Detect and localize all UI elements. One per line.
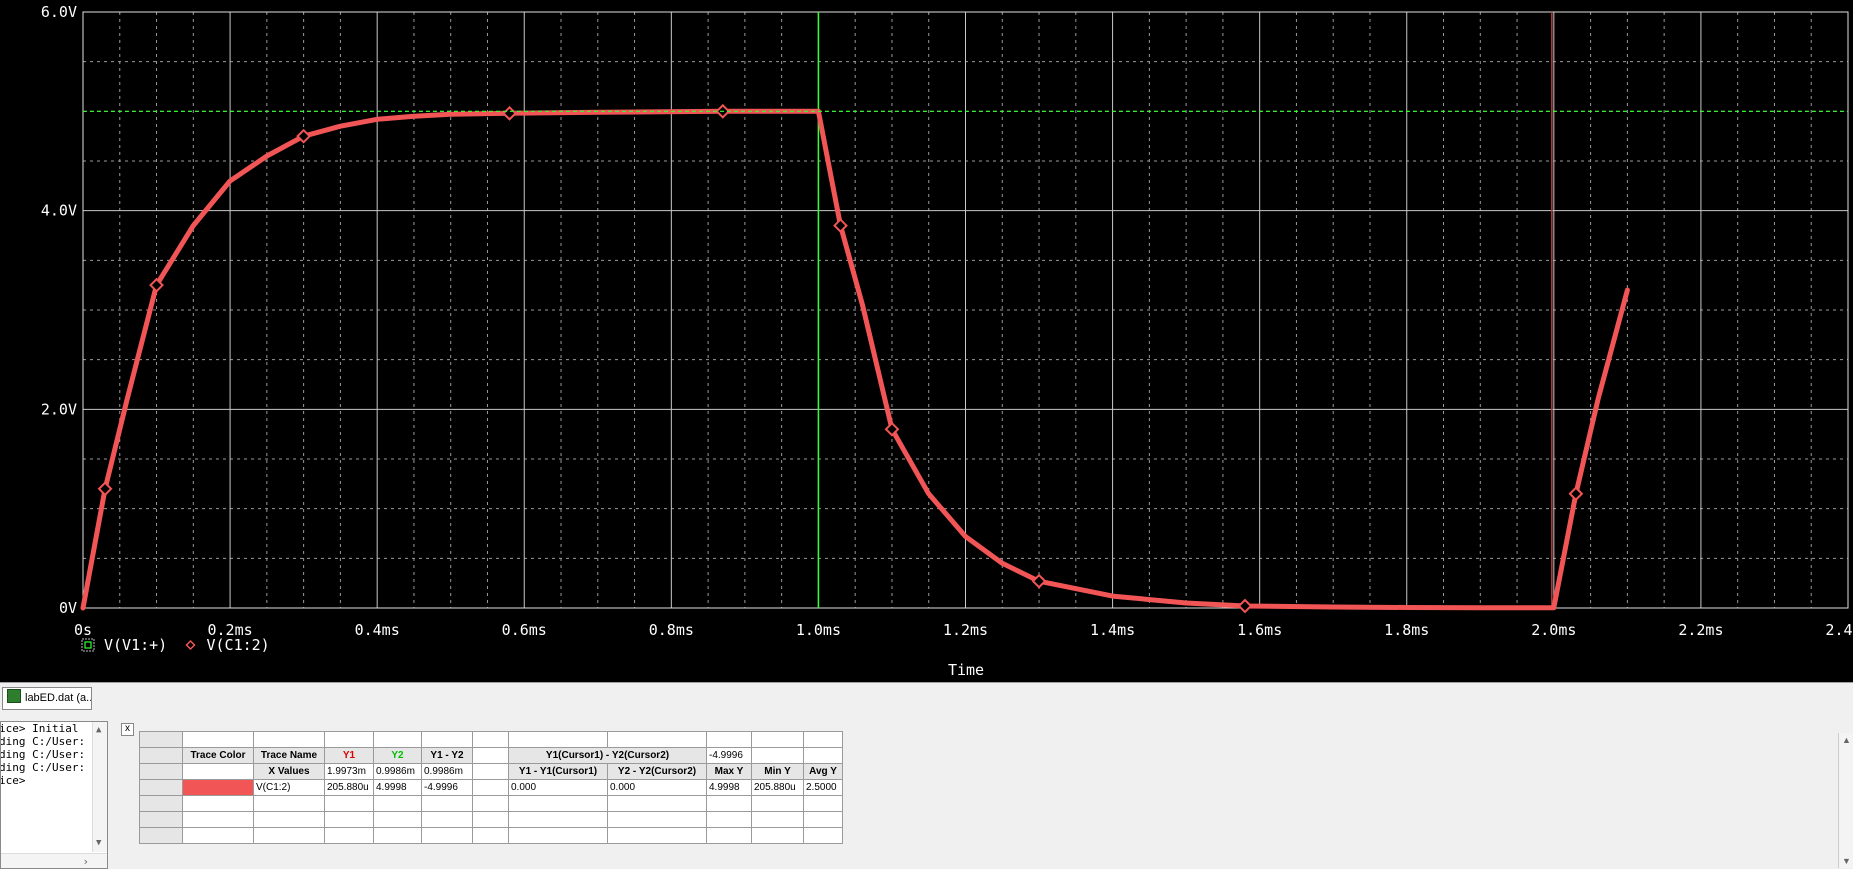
cursor-diff-value: -4.9996 <box>706 747 752 764</box>
cursor-probe-table[interactable]: Trace Color Trace Name Y1 Y2 Y1 - Y2 Y1(… <box>139 731 843 844</box>
y2-minus-cursor2-header: Y2 - Y2(Cursor2) <box>607 763 707 780</box>
y-tick-label: 6.0V <box>41 3 77 21</box>
table-row: Trace Color Trace Name Y1 Y2 Y1 - Y2 Y1(… <box>139 747 843 764</box>
console-horizontal-scrollbar[interactable]: › <box>1 853 107 868</box>
cursor-diff-header: Y1(Cursor1) - Y2(Cursor2) <box>508 747 707 764</box>
data-point-marker <box>1237 598 1253 614</box>
waveform-file-icon <box>7 689 21 703</box>
y-tick-label: 0V <box>59 599 77 617</box>
legend-square-inner-icon <box>84 641 92 649</box>
x-tick-label: 0.6ms <box>502 621 547 639</box>
data-point-marker <box>1568 486 1584 502</box>
trace-max-y: 4.9998 <box>706 779 752 796</box>
x-tick-label: 1.8ms <box>1384 621 1429 639</box>
min-y-header: Min Y <box>751 763 804 780</box>
trace-y2-minus-cursor2: 0.000 <box>607 779 707 796</box>
table-row <box>139 731 843 748</box>
trace-name: V(C1:2) <box>253 779 325 796</box>
scroll-up-icon[interactable]: ▲ <box>96 725 102 735</box>
x-tick-label: 2.0ms <box>1531 621 1576 639</box>
console-vertical-scrollbar[interactable]: ▲ ▼ <box>92 722 107 852</box>
x-values-label: X Values <box>253 763 325 780</box>
y-tick-label: 2.0V <box>41 400 77 418</box>
console-line: ding C:/User: <box>0 748 86 761</box>
scroll-down-icon[interactable]: ▼ <box>1842 856 1851 866</box>
plot-frame <box>82 11 1849 609</box>
trace-min-y: 205.880u <box>751 779 804 796</box>
console-line: ding C:/User: <box>0 761 86 774</box>
console-line: ding C:/User: <box>0 735 86 748</box>
x-tick-label: 1.0ms <box>796 621 841 639</box>
plot-area[interactable]: 0s 0.2ms 0.4ms 0.6ms 0.8ms 1.0ms 1.2ms 1.4ms 1.6… <box>0 0 1853 682</box>
scroll-down-icon[interactable]: ▼ <box>96 838 102 848</box>
max-y-header: Max Y <box>706 763 752 780</box>
x-tick-label: 2.4ms <box>1825 621 1853 639</box>
x-axis-label: Time <box>948 661 984 679</box>
tab-strip: labED.dat (a... <box>0 682 1853 714</box>
x-tick-label: 2.2ms <box>1678 621 1723 639</box>
trace-avg-y: 2.5000 <box>803 779 843 796</box>
y1-minus-y2-header: Y1 - Y2 <box>421 747 473 764</box>
file-tab-label: labED.dat (a... <box>25 692 92 704</box>
legend-square-icon <box>81 638 95 652</box>
data-point-marker <box>884 421 900 437</box>
x-tick-label: 1.4ms <box>1090 621 1135 639</box>
trace-name-header: Trace Name <box>253 747 325 764</box>
trace-y1: 205.880u <box>324 779 374 796</box>
bottom-panel: ice> Initial ding C:/User: ding C:/User:… <box>0 713 1853 869</box>
table-row <box>139 811 843 828</box>
scroll-up-icon[interactable]: ▲ <box>1842 735 1851 745</box>
legend-label: V(V1:+) <box>104 636 167 654</box>
trace-color-swatch[interactable] <box>182 779 254 796</box>
y2-header: Y2 <box>373 747 422 764</box>
console-line: ice> Initial <box>0 722 79 735</box>
trace-y2: 4.9998 <box>373 779 422 796</box>
table-vertical-scrollbar[interactable]: ▲ ▼ <box>1838 733 1853 868</box>
data-point-marker <box>833 218 848 233</box>
x-tick-label: 1.2ms <box>943 621 988 639</box>
console-line: ice> <box>0 774 26 787</box>
trace-y1-minus-cursor1: 0.000 <box>508 779 608 796</box>
waveform-chart[interactable]: 0s 0.2ms 0.4ms 0.6ms 0.8ms 1.0ms 1.2ms 1.4ms 1.6… <box>0 0 1853 682</box>
close-icon[interactable]: x <box>121 723 134 736</box>
x-value-diff: 0.9986m <box>421 763 473 780</box>
table-row <box>139 795 843 812</box>
table-row: V(C1:2) 205.880u 4.9998 -4.9996 0.000 0.… <box>139 779 843 796</box>
output-console[interactable]: ice> Initial ding C:/User: ding C:/User:… <box>0 721 108 869</box>
data-point-marker <box>296 128 312 144</box>
scroll-right-icon[interactable]: › <box>82 855 89 868</box>
data-point-marker <box>502 105 517 121</box>
x-tick-label: 0s <box>74 621 92 639</box>
legend-label: V(C1:2) <box>207 636 270 654</box>
y1-minus-cursor1-header: Y1 - Y1(Cursor1) <box>508 763 608 780</box>
table-row: X Values 1.9973m 0.9986m 0.9986m Y1 - Y1… <box>139 763 843 780</box>
table-row <box>139 827 843 844</box>
data-point-marker <box>97 481 113 497</box>
avg-y-header: Avg Y <box>803 763 843 780</box>
x-value-y2: 0.9986m <box>373 763 422 780</box>
x-tick-label: 0.8ms <box>649 621 694 639</box>
x-value-y1: 1.9973m <box>324 763 374 780</box>
file-tab[interactable]: labED.dat (a... <box>2 687 92 710</box>
legend-diamond-icon <box>185 639 196 651</box>
x-tick-label: 1.6ms <box>1237 621 1282 639</box>
trace-diff: -4.9996 <box>421 779 473 796</box>
x-tick-label: 0.4ms <box>355 621 400 639</box>
y1-header: Y1 <box>324 747 374 764</box>
y-tick-label: 4.0V <box>41 202 77 220</box>
data-point-marker <box>1031 573 1047 589</box>
trace-color-header: Trace Color <box>182 747 254 764</box>
x-tick-label: 0.2ms <box>208 621 253 639</box>
data-point-marker <box>149 277 164 293</box>
